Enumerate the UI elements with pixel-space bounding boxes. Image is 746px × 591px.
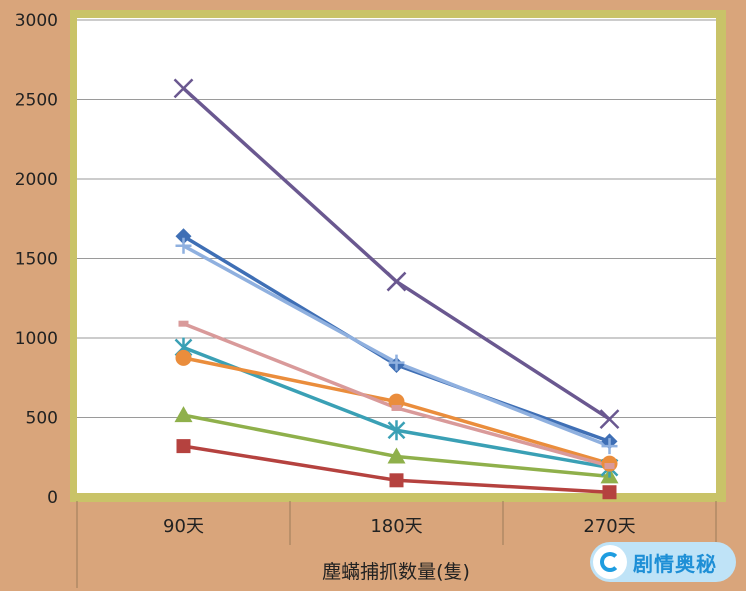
data-point [604, 462, 615, 469]
data-point [175, 228, 192, 245]
y-tick-label: 1500 [15, 250, 58, 270]
data-point [388, 354, 405, 371]
data-point [173, 78, 194, 99]
data-point [387, 447, 406, 464]
y-tick-label: 0 [47, 488, 58, 508]
watermark: 剧情奥秘 [590, 542, 736, 582]
x-axis-label: 塵蟎捕抓数量(隻) [322, 561, 470, 583]
y-tick-label: 500 [26, 409, 58, 429]
y-axis: 0 500 1000 1500 2000 2500 3000 [15, 11, 58, 508]
y-tick-label: 2500 [15, 91, 58, 111]
data-point [602, 485, 617, 500]
watermark-text: 剧情奥秘 [633, 551, 717, 576]
series-markers [173, 78, 620, 500]
data-point [389, 473, 404, 488]
x-tick-label: 180天 [370, 516, 422, 537]
x-axis: 90天 180天 270天 [76, 501, 717, 588]
data-point [178, 320, 189, 327]
data-point [176, 439, 191, 454]
data-point [599, 409, 620, 429]
y-tick-label: 1000 [15, 329, 58, 349]
data-point [175, 237, 192, 254]
data-point [386, 271, 407, 292]
x-tick-label: 90天 [163, 516, 204, 537]
data-point [601, 438, 618, 455]
y-tick-label: 2000 [15, 170, 58, 190]
x-tick-label: 270天 [583, 516, 635, 537]
data-point [174, 406, 193, 423]
watermark-logo-icon [593, 545, 627, 579]
data-point [391, 404, 402, 411]
y-tick-label: 3000 [15, 11, 58, 31]
data-point [387, 420, 406, 441]
data-point [175, 349, 192, 366]
